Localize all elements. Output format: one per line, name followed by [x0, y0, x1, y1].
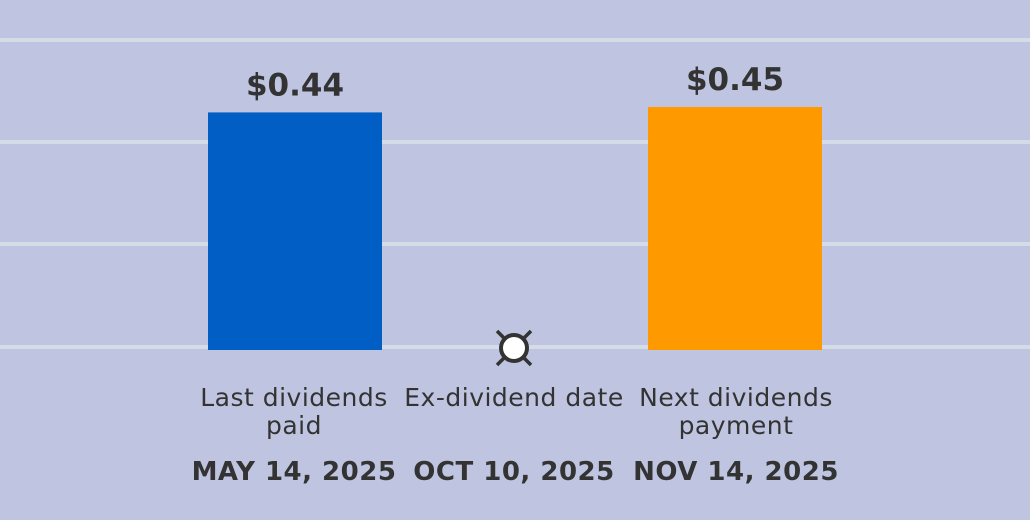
date-label-0: MAY 14, 2025 [191, 457, 397, 487]
bar-2 [648, 107, 822, 350]
category-label-0: Last dividends paid [200, 383, 388, 440]
data-label-2: $0.45 [686, 62, 784, 98]
date-label-1: OCT 10, 2025 [413, 457, 615, 487]
bar-0 [208, 112, 382, 351]
ex-dividend-marker-icon [495, 329, 533, 367]
category-label-2: Next dividends payment [639, 383, 833, 440]
data-label-0: $0.44 [246, 67, 344, 103]
date-label-2: NOV 14, 2025 [633, 457, 839, 487]
category-label-1: Ex-dividend date [404, 383, 624, 412]
